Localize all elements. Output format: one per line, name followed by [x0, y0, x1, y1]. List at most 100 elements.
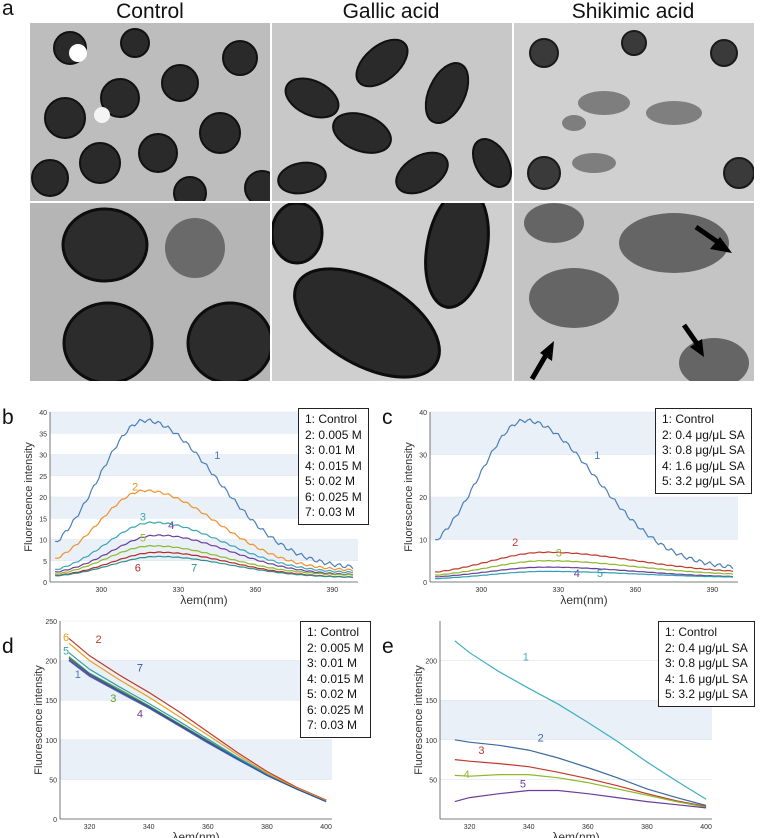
x-tick-label: 320 — [84, 824, 96, 831]
micrograph-shikimic-acid-low-mag — [514, 23, 754, 201]
y-tick-label: 100 — [45, 738, 57, 745]
y-tick-label: 50 — [49, 777, 57, 784]
legend-entry: 2: 0.4 μg/μL SA — [662, 427, 745, 442]
series-2-line — [454, 739, 707, 807]
y-tick-label: 0 — [423, 580, 427, 587]
y-tick-label: 5 — [43, 559, 47, 566]
series-5-line — [435, 570, 733, 580]
y-tick-label: 25 — [39, 474, 47, 481]
y-tick-label: 30 — [419, 453, 427, 460]
legend-entry: 2: 0.005 M — [307, 640, 364, 655]
series-4-line — [435, 566, 733, 578]
panel-letter-e: e — [382, 635, 394, 658]
series-7-label: 7 — [191, 562, 197, 574]
series-6-line — [68, 642, 327, 802]
legend-entry: 1: Control — [665, 625, 718, 639]
series-3-line — [435, 559, 734, 576]
y-tick-label: 10 — [419, 538, 427, 545]
series-1-label: 1 — [214, 450, 220, 462]
chart-e-svg: 50 100 150 200 320 340 360 380 400 λem(nm) Fluores… — [413, 621, 712, 838]
chart-c: 0 10 20 30 40 300 330 360 390 λem(nm) Fluorescence… — [380, 396, 760, 611]
series-7-line — [68, 657, 327, 803]
series-4-line — [454, 774, 707, 808]
y-tick-label: 10 — [39, 538, 47, 545]
series-2-line — [435, 551, 734, 573]
y-axis-label: Fluorescence intensity — [413, 665, 425, 775]
legend-entry: 4: 1.6 μg/μL SA — [662, 458, 745, 473]
y-tick-label: 20 — [39, 495, 47, 502]
series-1-label: 1 — [523, 652, 529, 664]
y-tick-label: 150 — [45, 698, 57, 705]
series-7-label: 7 — [137, 663, 143, 675]
micrograph-gallic-acid-high-mag — [272, 203, 512, 381]
series-7-line — [55, 555, 354, 579]
series-3-label: 3 — [556, 548, 562, 560]
chart-b: 0 5 10 15 20 25 30 35 40 300 330 360 390 λem(nm) Fluor… — [0, 396, 380, 611]
y-tick-label: 200 — [425, 659, 437, 666]
plot-band — [50, 539, 358, 561]
y-tick-label: 30 — [39, 453, 47, 460]
y-tick-label: 100 — [425, 738, 437, 745]
legend-entry: 1: Control — [307, 625, 360, 639]
legend-entry: 3: 0.01 M — [305, 443, 356, 457]
series-3-label: 3 — [140, 511, 146, 523]
legend-entry: 4: 0.015 M — [307, 671, 364, 686]
legend-entry: 5: 3.2 μg/μL SA — [662, 474, 745, 488]
chart-c-legend: 1: Control 2: 0.4 μg/μL SA 3: 0.8 μg/μL SA… — [655, 408, 752, 494]
series-4-label: 4 — [464, 769, 470, 781]
y-tick-label: 150 — [425, 698, 437, 705]
legend-entry: 2: 0.005 M — [305, 427, 362, 442]
series-6-line — [55, 551, 354, 578]
column-title-gallic-acid: Gallic acid — [342, 0, 440, 23]
x-tick-label: 390 — [706, 587, 718, 594]
plot-band — [50, 454, 358, 476]
legend-entry: 7: 0.03 M — [307, 718, 358, 732]
series-5-label: 5 — [520, 778, 526, 790]
plot-band — [50, 497, 358, 519]
series-5-line — [454, 789, 707, 809]
y-tick-label: 15 — [39, 516, 47, 523]
plot-band — [430, 497, 738, 540]
micrograph-control-high-mag — [30, 203, 270, 381]
x-tick-label: 400 — [700, 824, 712, 831]
y-tick-label: 250 — [45, 619, 57, 626]
series-2-label: 2 — [538, 732, 544, 744]
y-axis-label: Fluorescence intensity — [403, 442, 415, 552]
x-tick-label: 300 — [95, 587, 107, 594]
series-4-line — [55, 534, 354, 576]
legend-entry: 6: 0.025 M — [307, 702, 364, 717]
x-tick-label: 330 — [172, 587, 184, 594]
x-axis-label: λem(nm) — [552, 830, 599, 838]
panel-letter-a: a — [2, 0, 14, 20]
series-1-line — [454, 640, 707, 800]
series-1-label: 1 — [594, 450, 600, 462]
y-tick-label: 50 — [429, 777, 437, 784]
series-4-label: 4 — [168, 520, 174, 532]
legend-entry: 5: 3.2 μg/μL SA — [665, 687, 748, 701]
panel-letter-d: d — [2, 635, 14, 658]
panel-letter-c: c — [382, 406, 393, 429]
legend-entry: 5: 0.02 M — [305, 474, 356, 488]
column-title-shikimic-acid: Shikimic acid — [571, 0, 695, 23]
y-tick-label: 40 — [39, 410, 47, 417]
x-tick-label: 340 — [143, 824, 155, 831]
y-axis-label: Fluorescence intensity — [33, 665, 45, 775]
y-tick-label: 0 — [53, 817, 57, 824]
chart-e: 50 100 150 200 320 340 360 380 400 λem(nm) Fluores… — [380, 615, 760, 838]
legend-entry: 1: Control — [662, 412, 715, 426]
series-5-label: 5 — [140, 533, 146, 545]
plot-band — [440, 700, 712, 740]
legend-entry: 3: 0.01 M — [307, 656, 358, 670]
series-3-line — [55, 521, 354, 574]
legend-entry: 7: 0.03 M — [305, 505, 356, 519]
series-1-line — [435, 418, 734, 570]
x-tick-label: 400 — [320, 824, 332, 831]
series-5-line — [55, 544, 354, 576]
x-tick-label: 380 — [641, 824, 653, 831]
y-tick-label: 200 — [45, 659, 57, 666]
x-tick-label: 330 — [552, 587, 564, 594]
x-axis-label: λem(nm) — [560, 593, 607, 607]
legend-entry: 2: 0.4 μg/μL SA — [665, 640, 748, 655]
x-tick-label: 340 — [523, 824, 535, 831]
